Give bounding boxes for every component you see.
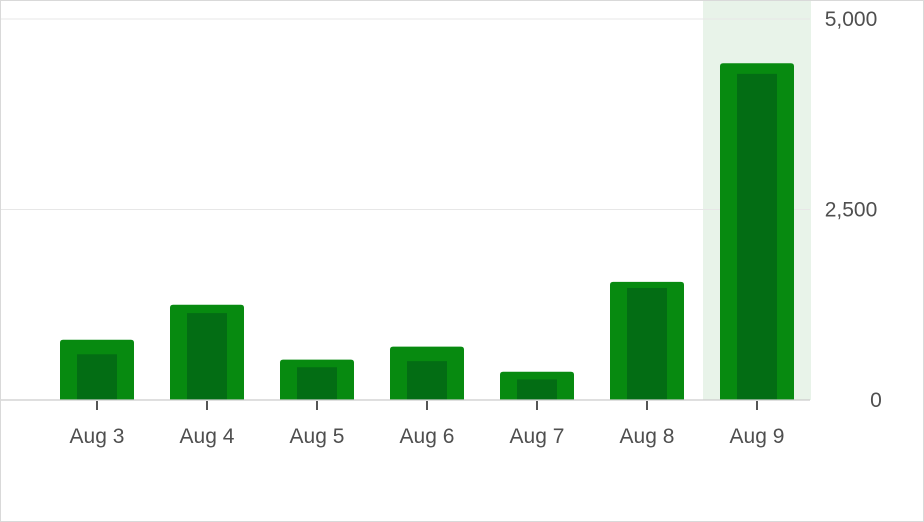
grid-layer (1, 18, 810, 210)
x-tick-label: Aug 9 (730, 425, 785, 448)
bars-layer (60, 63, 794, 401)
x-tick-label: Aug 8 (620, 425, 675, 448)
x-tick-label: Aug 4 (180, 425, 235, 448)
y-tick-label: 5,000 (825, 8, 878, 31)
bar-inner-aug-4 (187, 313, 227, 400)
bar-inner-aug-6 (407, 361, 447, 400)
x-tick-label: Aug 3 (70, 425, 125, 448)
y-tick-label: 2,500 (825, 199, 878, 222)
x-tick-label: Aug 7 (510, 425, 565, 448)
bar-inner-aug-3 (77, 354, 117, 400)
x-tick-label: Aug 6 (400, 425, 455, 448)
bar-inner-aug-5 (297, 367, 337, 400)
bar-inner-aug-7 (517, 379, 557, 400)
bar-inner-aug-9 (737, 73, 777, 400)
bar-inner-aug-8 (627, 287, 667, 400)
labels-layer: Aug 3 Aug 4 Aug 5 Aug 6 Aug 7 Aug 8 Aug 9 5,000… (70, 8, 882, 448)
x-tick-label: Aug 5 (290, 425, 345, 448)
axis-layer (1, 399, 810, 410)
y-tick-label: 0 (870, 389, 882, 412)
